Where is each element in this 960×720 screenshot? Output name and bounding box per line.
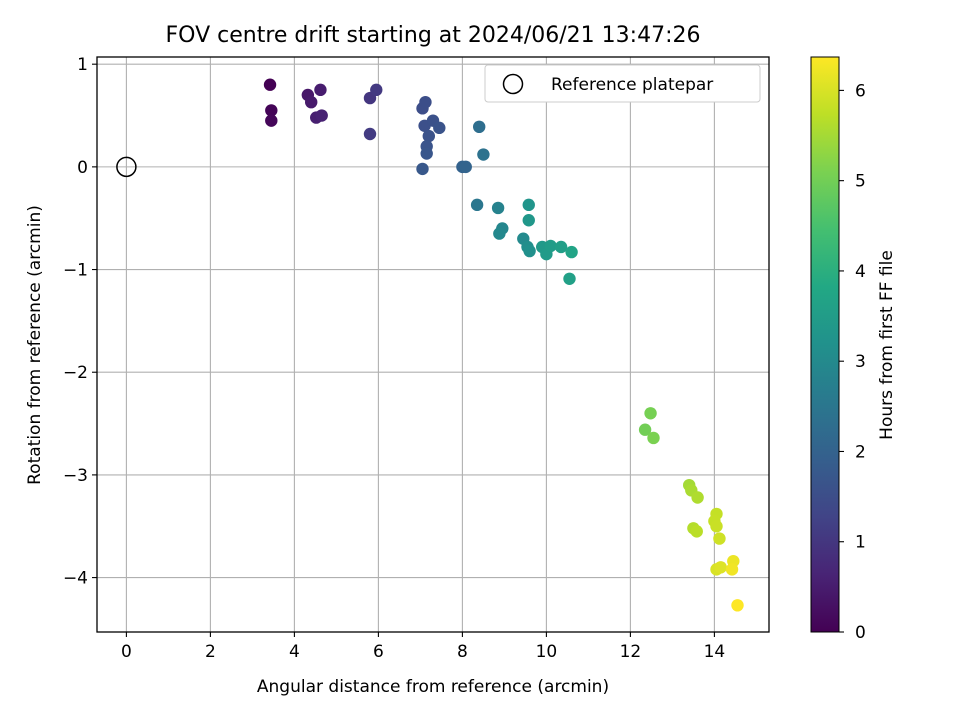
colorbar-label: Hours from first FF file [877, 250, 897, 440]
y-tick-label: 1 [77, 55, 88, 75]
scatter-point [265, 104, 278, 117]
x-tick-label: 12 [620, 642, 642, 662]
colorbar-tick-label: 2 [855, 442, 866, 462]
scatter-point [544, 239, 557, 253]
x-axis-label: Angular distance from reference (arcmin) [257, 677, 609, 697]
x-tick-label: 6 [373, 642, 384, 662]
scatter-point [522, 198, 535, 212]
scatter-point [493, 227, 506, 240]
legend: Reference platepar [484, 64, 761, 103]
scatter-point [305, 95, 318, 109]
scatter-point [473, 120, 486, 134]
colorbar: 0 1 2 3 4 5 6 Hours from first FF file [810, 56, 897, 643]
x-axis-ticks: 0 2 4 6 8 10 12 14 [121, 632, 725, 662]
scatter-point [710, 520, 723, 533]
scatter-point [314, 83, 327, 97]
scatter-point [419, 95, 432, 109]
y-tick-label: −4 [63, 569, 88, 589]
scatter-point [523, 244, 536, 258]
scatter-point [731, 599, 744, 612]
colorbar-ticks: 0 1 2 3 4 5 6 [839, 81, 866, 643]
scatter-point [470, 198, 484, 212]
scatter-point [491, 201, 505, 215]
scatter-point [714, 561, 727, 574]
x-tick-label: 14 [704, 642, 726, 662]
y-axis-label: Rotation from reference (arcmin) [25, 205, 45, 485]
chart-title: FOV centre drift starting at 2024/06/21 … [166, 23, 701, 48]
scatter-point [422, 129, 435, 143]
legend-entry-reference: Reference platepar [551, 75, 713, 95]
colorbar-tick-label: 1 [855, 533, 866, 553]
scatter-point [263, 78, 277, 91]
scatter-point [363, 127, 377, 141]
scatter-point [725, 563, 739, 576]
scatter-point [522, 214, 535, 227]
y-tick-label: −3 [63, 466, 88, 486]
scatter-point [563, 272, 576, 285]
scatter-point [713, 532, 726, 545]
scatter-point [647, 431, 660, 445]
y-tick-label: −2 [63, 363, 88, 383]
scatter-point [420, 147, 433, 160]
colorbar-tick-label: 4 [855, 262, 866, 282]
x-tick-label: 8 [457, 642, 468, 662]
y-tick-label: −1 [63, 261, 88, 281]
scatter-point [265, 114, 278, 127]
scatter-point [433, 121, 446, 135]
scatter-point [690, 525, 703, 538]
colorbar-gradient [810, 56, 840, 633]
legend-box [484, 64, 761, 103]
colorbar-tick-label: 0 [855, 623, 866, 643]
scatter-point [644, 407, 657, 420]
grid [97, 57, 769, 632]
scatter-point [565, 245, 578, 259]
data-points [263, 78, 744, 612]
scatter-point [691, 491, 704, 504]
plot-frame [96, 56, 770, 633]
scatter-point [477, 148, 490, 161]
legend-marker-reference [502, 73, 524, 95]
colorbar-tick-label: 5 [855, 172, 866, 192]
colorbar-tick-label: 6 [855, 81, 866, 101]
x-tick-label: 10 [536, 642, 558, 662]
scatter-point [459, 160, 472, 174]
x-tick-label: 4 [289, 642, 300, 662]
y-axis-ticks: 1 0 −1 −2 −3 −4 [63, 55, 97, 589]
scatter-point [416, 162, 429, 176]
colorbar-tick-label: 3 [855, 352, 866, 372]
reference-point [116, 156, 137, 178]
x-tick-label: 2 [205, 642, 216, 662]
scatter-point [554, 240, 568, 254]
scatter-point [370, 83, 383, 97]
scatter-point [315, 109, 328, 122]
y-tick-label: 0 [77, 158, 88, 178]
scatter-point [638, 423, 652, 436]
reference-platepar-marker [116, 156, 137, 178]
x-tick-label: 0 [121, 642, 132, 662]
